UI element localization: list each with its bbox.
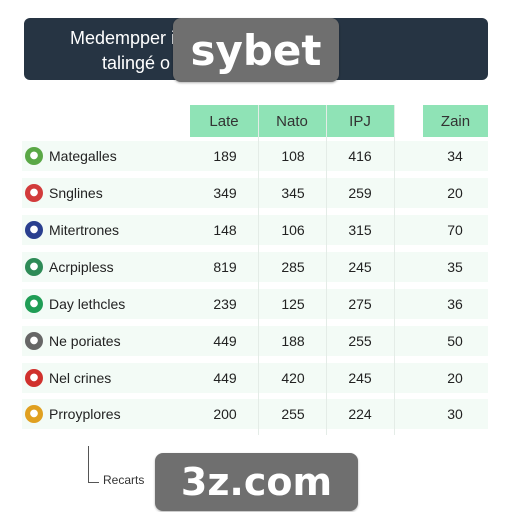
table-cell: 349 [213,185,237,201]
table-cell: 106 [281,222,305,238]
red-badge-icon: ● [25,369,43,387]
table-cell: 449 [213,370,237,386]
table-row: ● Snglines 349 345 259 20 [22,178,488,208]
table-cell: 189 [213,148,237,164]
legend-connector [88,446,99,483]
table-row: ● Acrpipless 819 285 245 35 [22,252,488,282]
column-divider [326,105,327,435]
table-cell: 188 [281,333,305,349]
column-header-3: IPJ [326,105,394,137]
table-cell: 345 [281,185,305,201]
row-label: Prroyplores [49,406,121,422]
table-cell: 34 [447,148,463,164]
table-row: ● Nel crines 449 420 245 20 [22,363,488,393]
column-header-4: Zain [423,105,488,137]
table-cell: 36 [447,296,463,312]
row-label: Mategalles [49,148,117,164]
watermark-bottom: 3z.com [155,453,358,511]
table-cell: 245 [348,370,372,386]
legend-label: Recarts [103,473,145,487]
row-label: Day lethcles [49,296,126,312]
table-cell: 50 [447,333,463,349]
table-cell: 108 [281,148,305,164]
row-label: Acrpipless [49,259,114,275]
table-cell: 259 [348,185,372,201]
table-cell: 449 [213,333,237,349]
table-cell: 125 [281,296,305,312]
table-cell: 255 [281,406,305,422]
table-row: ● Prroyplores 200 255 224 30 [22,399,488,429]
column-header-1: Late [190,105,258,137]
table-row: ● Day lethcles 239 125 275 36 [22,289,488,319]
row-label: Mitertrones [49,222,120,238]
table-cell: 30 [447,406,463,422]
row-label: Nel crines [49,370,112,386]
table-row: ● Mategalles 189 108 416 34 [22,141,488,171]
table-cell: 255 [348,333,372,349]
table-cell: 70 [447,222,463,238]
table-cell: 35 [447,259,463,275]
watermark-top: sybet [173,18,339,82]
column-divider [394,105,395,435]
table-cell: 20 [447,370,463,386]
grid-icon: ● [25,332,43,350]
table-row: ● Ne poriates 449 188 255 50 [22,326,488,356]
table-cell: 285 [281,259,305,275]
globe-icon: ● [25,258,43,276]
leaf-icon: ● [25,147,43,165]
row-label: Snglines [49,185,103,201]
table-cell: 245 [348,259,372,275]
table-cell: 315 [348,222,372,238]
row-label: Ne poriates [49,333,121,349]
green-badge-icon: ● [25,295,43,313]
table-cell: 275 [348,296,372,312]
table-row: ● Mitertrones 148 106 315 70 [22,215,488,245]
table-cell: 224 [348,406,372,422]
table-cell: 200 [213,406,237,422]
badge-icon: ● [25,221,43,239]
flag-icon: ● [25,184,43,202]
table-cell: 819 [213,259,237,275]
table-cell: 420 [281,370,305,386]
table-cell: 148 [213,222,237,238]
table-cell: 239 [213,296,237,312]
column-divider [258,105,259,435]
puzzle-icon: ● [25,405,43,423]
table-cell: 416 [348,148,372,164]
column-header-2: Nato [258,105,326,137]
table-cell: 20 [447,185,463,201]
